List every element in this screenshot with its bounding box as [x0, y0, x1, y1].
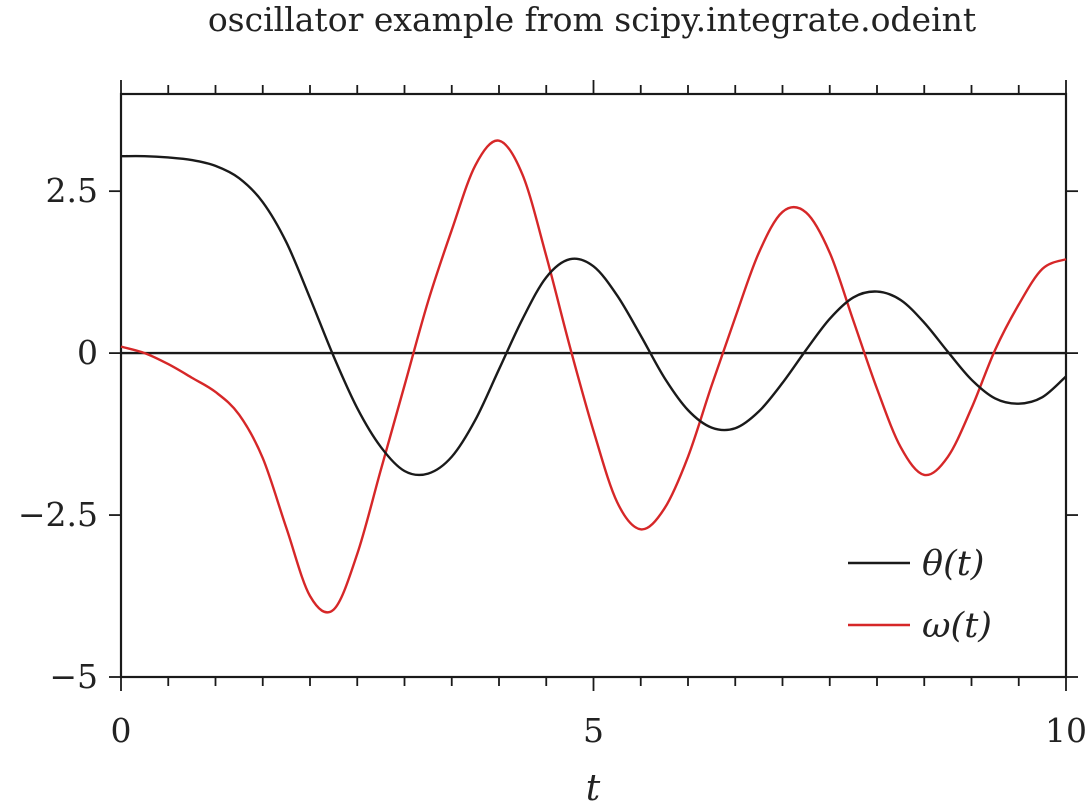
plot-area [109, 80, 1078, 691]
legend-entry-theta-label: θ(t) [922, 544, 984, 584]
x-axis-label: t [586, 768, 601, 809]
y-tick-label: 0 [77, 333, 98, 372]
legend: θ(t) ω(t) [848, 544, 992, 646]
y-tick-label: −2.5 [18, 495, 98, 534]
omega-series-line [120, 139, 1067, 614]
chart-title: oscillator example from scipy.integrate.… [208, 0, 976, 39]
plot-frame [119, 92, 1068, 679]
x-tick-labels: 0 5 10 [111, 711, 1086, 750]
x-tick-label: 0 [111, 711, 132, 750]
x-tick-label: 10 [1045, 711, 1086, 750]
theta-series-line [120, 154, 1067, 477]
y-tick-labels: −5 −2.5 0 2.5 [18, 171, 98, 696]
x-tick-label: 5 [583, 711, 604, 750]
y-tick-label: −5 [49, 657, 98, 696]
legend-entry-omega-label: ω(t) [922, 606, 992, 646]
y-tick-label: 2.5 [46, 171, 98, 210]
